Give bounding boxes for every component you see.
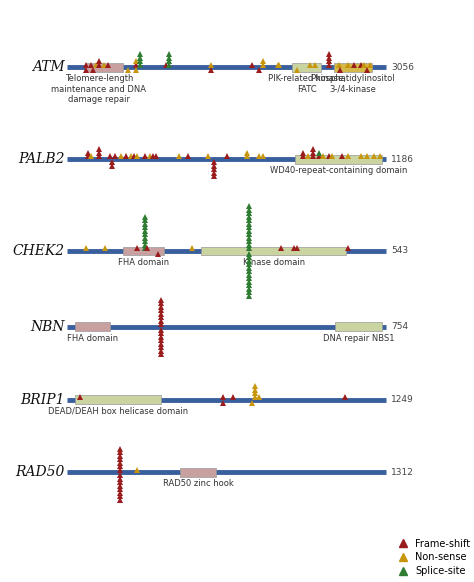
Text: 1186: 1186 (391, 155, 414, 164)
Text: 543: 543 (391, 247, 408, 255)
Text: 754: 754 (391, 322, 408, 331)
Text: Phosphatidylinositol
3-/4-kinase: Phosphatidylinositol 3-/4-kinase (310, 74, 395, 94)
Text: RAD50 zinc hook: RAD50 zinc hook (163, 480, 233, 488)
Text: PALB2: PALB2 (18, 152, 65, 166)
Bar (75, 395, 161, 404)
Text: FHA domain: FHA domain (67, 334, 118, 343)
Bar (335, 322, 382, 331)
Bar (295, 155, 382, 164)
Text: PIK-related kinase,
FATC: PIK-related kinase, FATC (268, 74, 346, 94)
Text: ATM: ATM (32, 61, 65, 74)
Text: BRIP1: BRIP1 (20, 393, 65, 407)
Text: 1312: 1312 (391, 468, 414, 477)
Text: Kinase domain: Kinase domain (243, 258, 305, 267)
Text: WD40-repeat-containing domain: WD40-repeat-containing domain (270, 166, 407, 175)
Text: NBN: NBN (30, 320, 65, 334)
Bar (292, 63, 321, 72)
Text: DEAD/DEAH box helicase domain: DEAD/DEAH box helicase domain (48, 407, 188, 416)
Bar (123, 247, 164, 255)
Text: 3056: 3056 (391, 63, 414, 72)
Legend: Frame-shift, Non-sense, Splice-site: Frame-shift, Non-sense, Splice-site (389, 535, 474, 580)
Bar (75, 322, 110, 331)
Text: Telomere-length
maintenance and DNA
damage repair: Telomere-length maintenance and DNA dama… (51, 74, 146, 104)
Bar (84, 63, 123, 72)
Bar (181, 468, 216, 477)
Text: FHA domain: FHA domain (118, 258, 169, 267)
Text: CHEK2: CHEK2 (13, 244, 65, 258)
Text: 1249: 1249 (391, 395, 414, 404)
Bar (201, 247, 346, 255)
Text: DNA repair NBS1: DNA repair NBS1 (323, 334, 394, 343)
Bar (334, 63, 372, 72)
Text: RAD50: RAD50 (16, 466, 65, 480)
